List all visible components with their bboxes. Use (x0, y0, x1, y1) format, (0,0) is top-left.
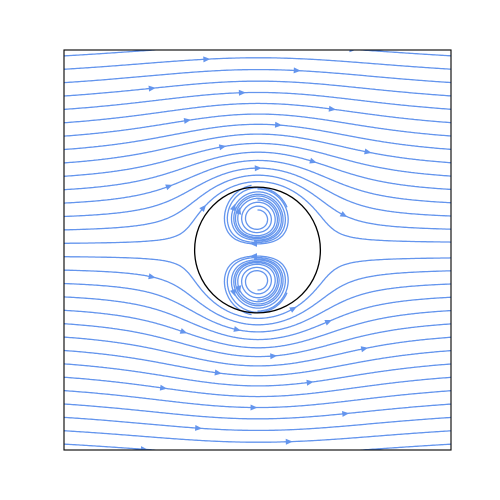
streamline-arrow-6 (306, 379, 314, 386)
streamline-30 (233, 193, 284, 242)
streamline-10 (64, 309, 451, 349)
streamline-arrows (140, 50, 372, 450)
plot-frame (63, 49, 452, 451)
streamline-arrow-9 (270, 353, 278, 360)
streamline-33 (233, 258, 284, 307)
streamline-arrow-5 (159, 384, 168, 391)
streamline-arrow-14 (289, 306, 297, 313)
streamline-arrow-33 (235, 285, 242, 293)
streamline-arrow-3 (342, 411, 350, 417)
streamline-arrow-1 (285, 438, 293, 445)
streamline-arrow-34 (230, 288, 236, 297)
streamline-24 (64, 102, 451, 124)
streamline-11 (64, 296, 451, 341)
streamline-arrow-27 (293, 67, 301, 74)
streamline-arrow-23 (183, 118, 192, 124)
streamline-25 (64, 91, 451, 111)
streamline-31 (226, 187, 288, 244)
streamline-arrow-7 (214, 369, 222, 376)
streamline-arrow-16 (339, 211, 348, 217)
streamline-arrow-21 (364, 148, 372, 155)
streamline-21 (64, 133, 451, 164)
streamline-arrow-15 (199, 204, 207, 212)
streamline-16 (64, 174, 451, 231)
streamline-arrow-25 (238, 89, 246, 96)
streamline-18 (64, 159, 451, 204)
streamline-8 (64, 336, 451, 367)
streamline-arrow-31 (230, 203, 236, 212)
streamline-7 (64, 349, 451, 377)
streamline-26 (64, 80, 451, 97)
streamline-arrow-35 (250, 253, 257, 260)
streamline-arrow-29 (349, 50, 356, 53)
streamline-34 (226, 256, 288, 313)
streamline-1 (64, 430, 451, 443)
streamline-6 (64, 363, 451, 387)
streamline-2 (64, 416, 451, 432)
streamline-19 (64, 151, 451, 191)
streamlines (64, 50, 451, 450)
streamline-arrow-18 (165, 184, 173, 191)
streamline-23 (64, 113, 451, 137)
streamline-arrow-19 (309, 157, 317, 164)
streamline-arrow-26 (148, 85, 156, 92)
streamline-arrow-12 (233, 326, 241, 332)
streamline-arrow-24 (328, 105, 336, 112)
cylinder-outline (193, 186, 322, 314)
streamline-arrow-0 (140, 446, 148, 450)
streamline-27 (64, 68, 451, 84)
streamline-13 (64, 269, 451, 326)
streamline-4 (64, 389, 451, 409)
streamline-20 (64, 142, 451, 177)
streamline-5 (64, 376, 451, 398)
streamline-arrow-28 (203, 56, 211, 63)
streamline-0 (64, 443, 451, 450)
streamline-arrow-11 (324, 320, 332, 326)
streamline-arrow-4 (250, 404, 258, 411)
streamline-arrow-13 (148, 273, 156, 280)
streamline-12 (64, 282, 451, 333)
streamline-15 (64, 180, 451, 244)
streamline-arrow-22 (274, 121, 283, 128)
streamline-arrow-20 (218, 144, 227, 151)
streamline-arrow-30 (235, 207, 242, 215)
streamline-14 (64, 256, 451, 320)
streamline-29 (64, 50, 451, 57)
streamline-3 (64, 403, 451, 420)
streamline-arrow-10 (179, 328, 188, 334)
streamline-22 (64, 123, 451, 151)
streamline-9 (64, 323, 451, 358)
streamline-arrow-17 (254, 165, 262, 172)
streamline-arrow-8 (360, 346, 369, 353)
streamline-28 (64, 57, 451, 70)
streamline-arrow-32 (250, 240, 257, 247)
streamline-arrow-2 (195, 425, 203, 431)
